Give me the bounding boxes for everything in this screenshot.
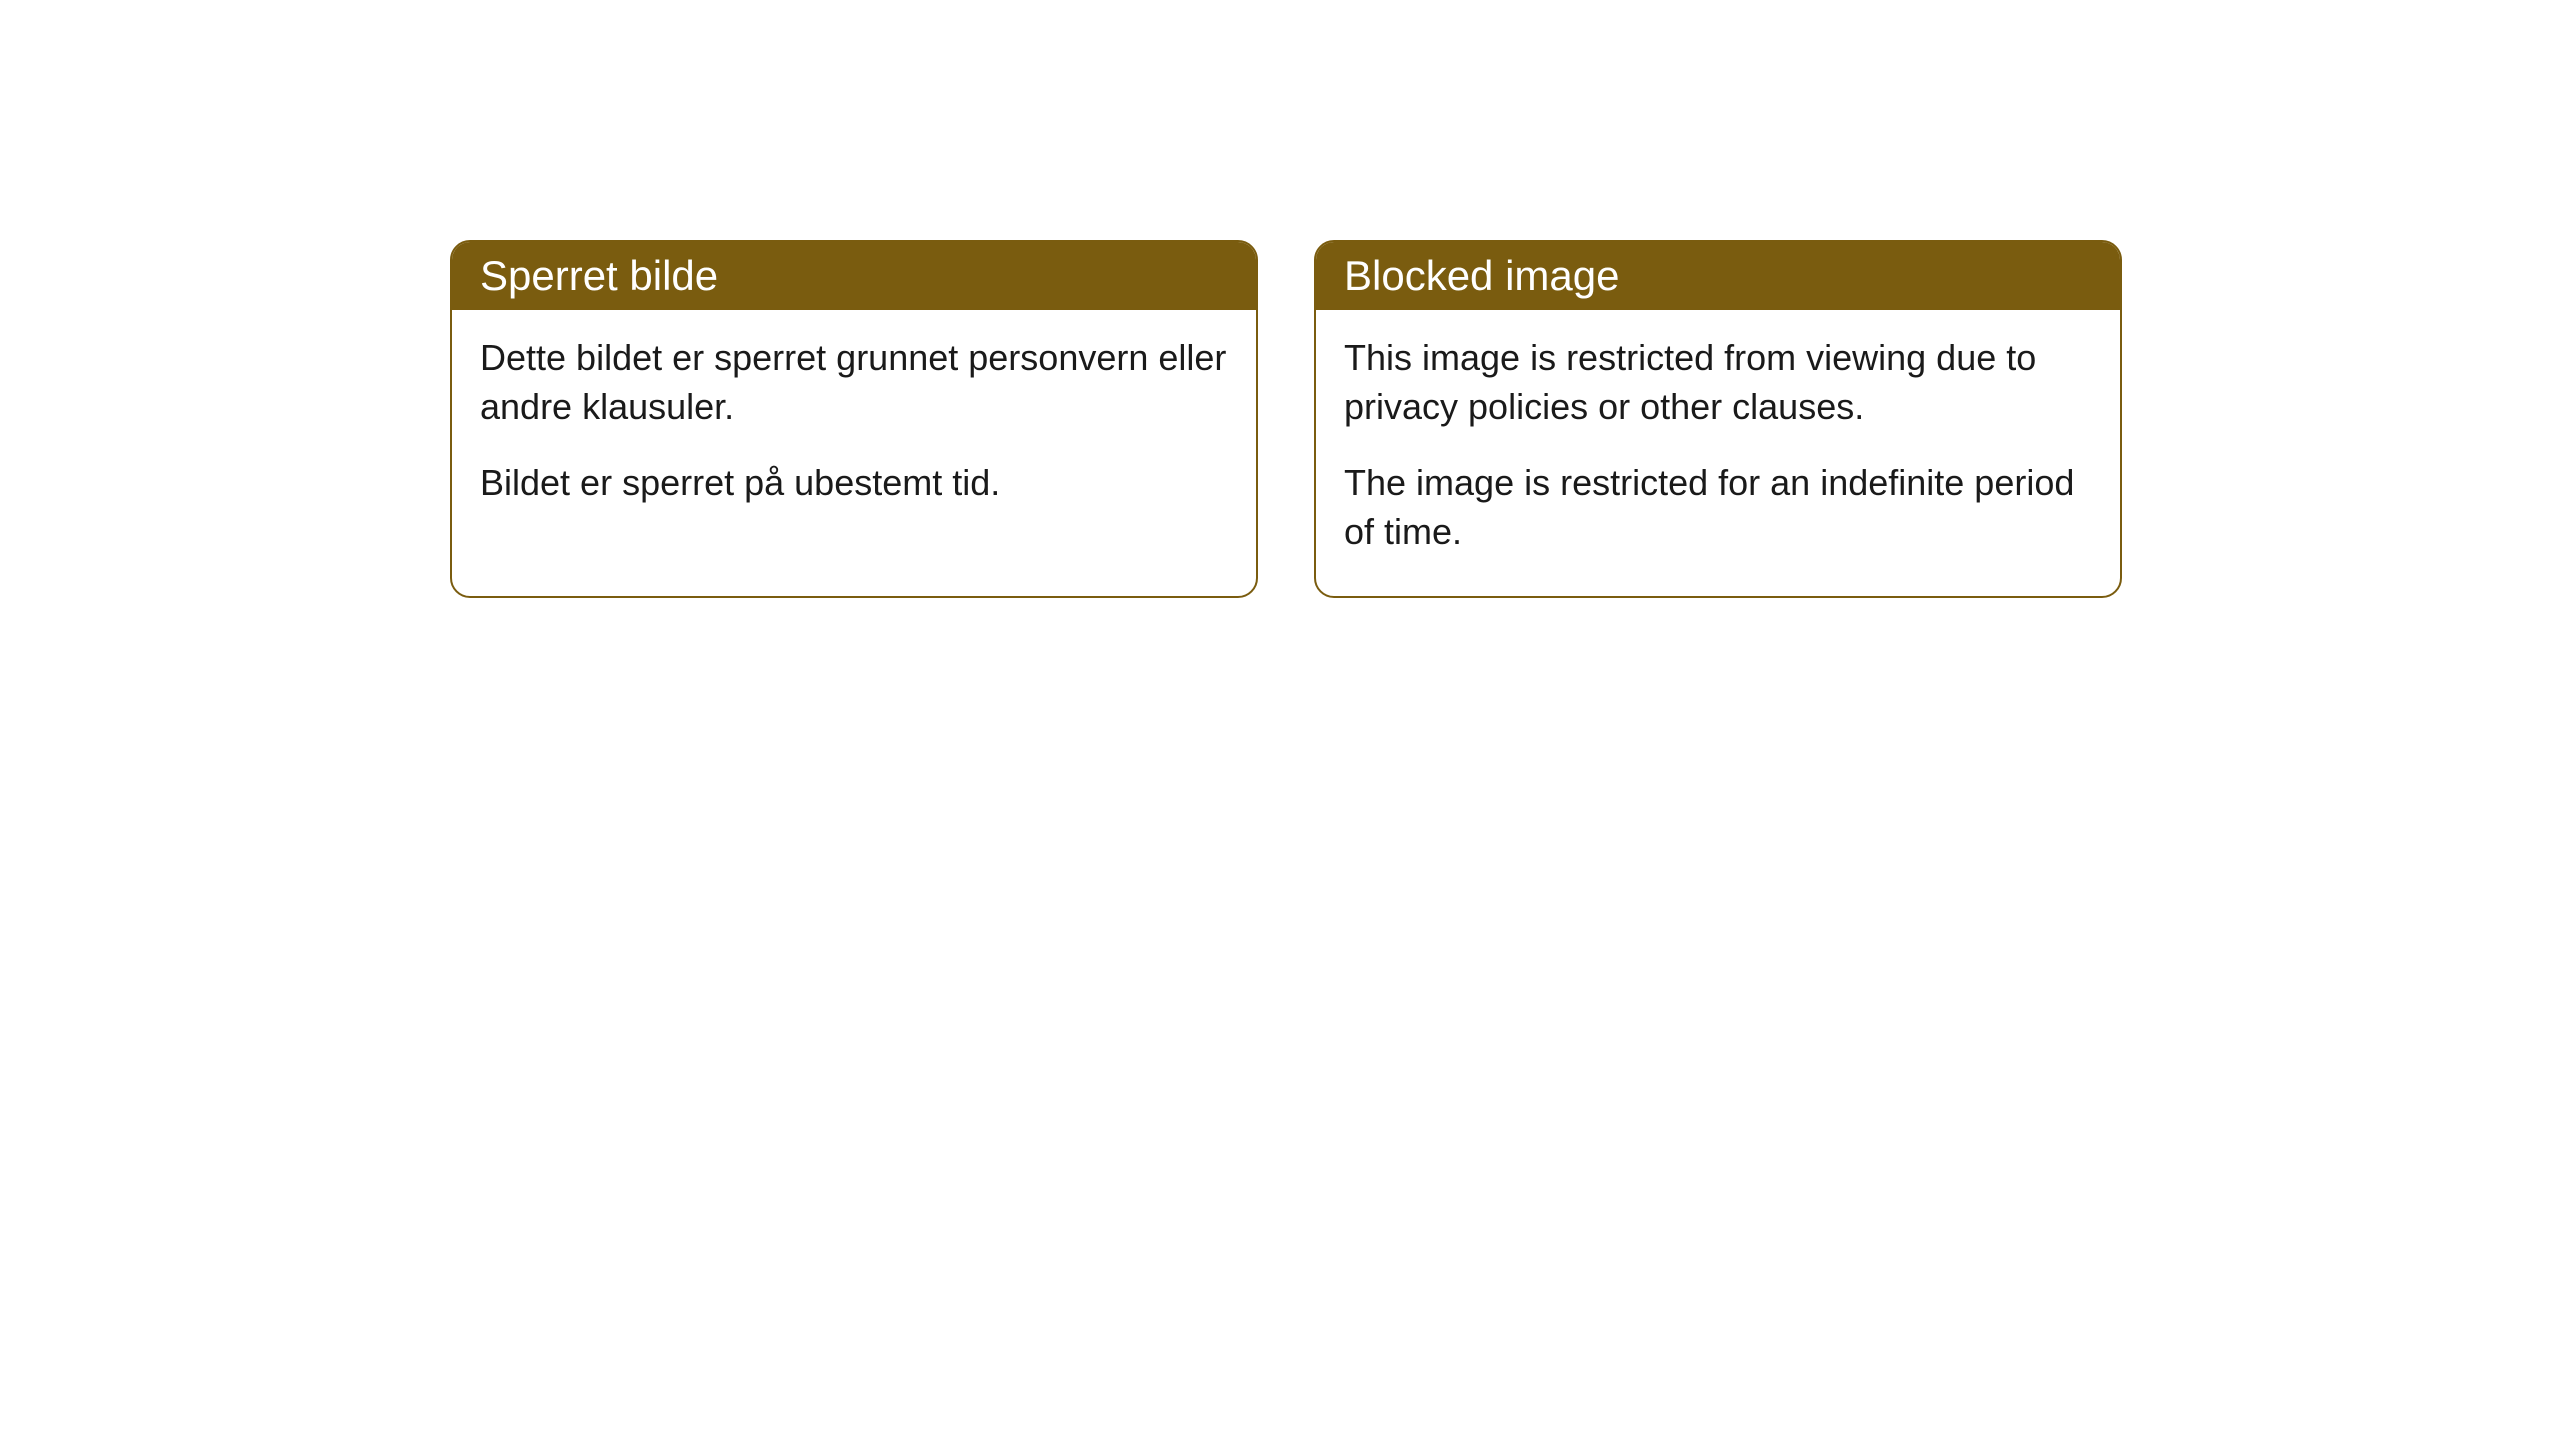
card-paragraph: Dette bildet er sperret grunnet personve… — [480, 334, 1228, 431]
notice-card-norwegian: Sperret bilde Dette bildet er sperret gr… — [450, 240, 1258, 598]
card-body: Dette bildet er sperret grunnet personve… — [452, 310, 1256, 548]
card-header: Sperret bilde — [452, 242, 1256, 310]
notice-cards-container: Sperret bilde Dette bildet er sperret gr… — [450, 240, 2122, 598]
card-header: Blocked image — [1316, 242, 2120, 310]
card-paragraph: This image is restricted from viewing du… — [1344, 334, 2092, 431]
card-title: Sperret bilde — [480, 252, 718, 299]
card-paragraph: Bildet er sperret på ubestemt tid. — [480, 459, 1228, 508]
card-title: Blocked image — [1344, 252, 1619, 299]
card-paragraph: The image is restricted for an indefinit… — [1344, 459, 2092, 556]
notice-card-english: Blocked image This image is restricted f… — [1314, 240, 2122, 598]
card-body: This image is restricted from viewing du… — [1316, 310, 2120, 596]
